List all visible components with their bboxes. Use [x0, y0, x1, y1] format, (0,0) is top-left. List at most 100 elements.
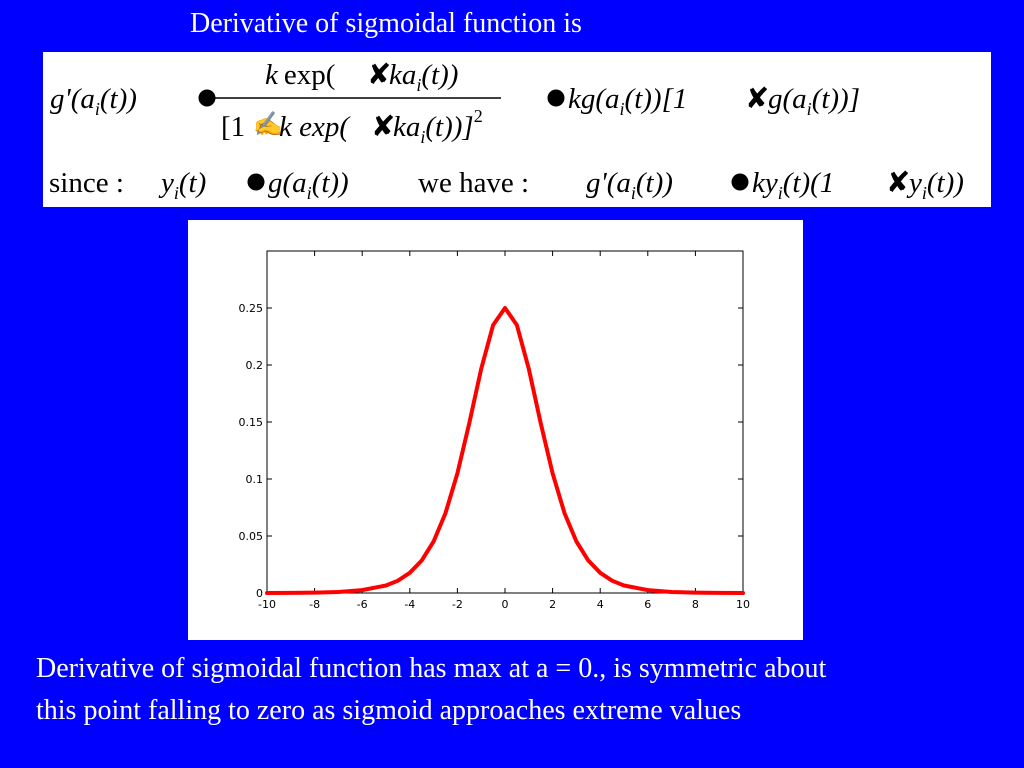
series-point — [563, 512, 566, 514]
x-tick-label: 2 — [549, 598, 556, 611]
rhs-sub-2: i — [807, 99, 812, 119]
y2-sub: i — [922, 183, 927, 203]
denominator-power: 2 — [474, 106, 483, 126]
ky-symbol: ky — [752, 167, 778, 199]
x-tick-label: -2 — [452, 598, 463, 611]
slide-title: Derivative of sigmoidal function is — [190, 8, 582, 39]
caption-line-2: this point falling to zero as sigmoid ap… — [36, 695, 742, 726]
minus-glyph-1: ✘ — [367, 59, 391, 91]
svg-text:g'(ai(t)): g'(ai(t)) — [50, 83, 137, 119]
series-point — [385, 584, 387, 587]
series-point — [504, 307, 506, 309]
y-tick-label: 0.15 — [239, 416, 264, 429]
series-point — [670, 591, 673, 593]
x-tick-label: -6 — [357, 598, 368, 611]
svg-text:g(ai(t))]: g(ai(t))] — [768, 83, 860, 119]
series-point — [492, 324, 494, 326]
rhs-end: (t))] — [812, 83, 860, 115]
chart-svg: -10 -8 -6 -4 -2 0 2 4 6 8 10 0 0.05 0.1 0.15 0.2 0.25 — [239, 250, 750, 611]
minus-glyph-2: ✘ — [371, 111, 395, 143]
x-tick-label: -4 — [404, 598, 415, 611]
svg-text:k exp(: k exp( — [279, 111, 351, 143]
minus-glyph-4: ✘ — [886, 167, 910, 199]
numerator-sub: i — [416, 75, 421, 95]
series-point — [647, 589, 649, 591]
series-point — [361, 589, 363, 591]
svg-text:kai(t)): kai(t)) — [389, 59, 458, 95]
formula-lhs: g'(a — [50, 83, 95, 115]
svg-text:g'(ai(t)): g'(ai(t)) — [586, 167, 673, 203]
series-point — [397, 579, 399, 582]
denominator-end: (t))] — [425, 111, 473, 143]
series-point — [528, 368, 530, 370]
svg-text:kai(t))]2: kai(t))]2 — [393, 106, 483, 147]
y-tick-label: 0.25 — [239, 302, 264, 315]
x-tick-label: 10 — [736, 598, 750, 611]
we-have-label: we have : — [418, 167, 529, 199]
rhs-g: g(a — [768, 83, 807, 115]
g-symbol: g(a — [268, 167, 307, 199]
x-tick-label: 6 — [644, 598, 651, 611]
series-point — [456, 472, 459, 475]
ky-sub: i — [778, 183, 783, 203]
y-symbol: y — [158, 167, 174, 199]
since-label: since : — [49, 167, 124, 199]
formula-svg: g'(ai(t)) k exp( ✘ kai(t)) [1 ✍ k exp( ✘ … — [49, 59, 964, 203]
series-point — [611, 579, 613, 582]
svg-text:kyi(t)(1: kyi(t)(1 — [752, 167, 834, 203]
x-tick-label: 4 — [597, 598, 604, 611]
svg-text:yi(t): yi(t) — [158, 167, 206, 203]
series-point — [551, 472, 554, 475]
svg-text:yi(t)): yi(t)) — [906, 167, 964, 203]
formula-box: g'(ai(t)) k exp( ✘ kai(t)) [1 ✍ k exp( ✘ … — [43, 52, 991, 207]
svg-text:kg(ai(t))[1: kg(ai(t))[1 — [568, 83, 687, 119]
series-point — [313, 591, 316, 594]
series-point — [409, 572, 411, 574]
rhs-kg: kg(a — [568, 83, 620, 115]
svg-text:g(ai(t)): g(ai(t)) — [268, 167, 349, 203]
series-point — [742, 592, 744, 594]
plus-glyph: ✍ — [253, 111, 283, 138]
formula-line-2: since : yi(t) g(ai(t)) we have : g'(ai(t… — [49, 167, 964, 203]
numerator-k: k — [265, 59, 279, 91]
y-tick-label: 0.05 — [239, 530, 264, 543]
equals-bullet-4 — [731, 173, 749, 191]
caption-line-1: Derivative of sigmoidal function has max… — [36, 653, 827, 684]
numerator-exp: exp( — [284, 59, 336, 91]
x-tick-label: -10 — [258, 598, 276, 611]
slide-caption: Derivative of sigmoidal function has max… — [36, 648, 1011, 732]
series-point — [337, 591, 340, 593]
series-point — [694, 591, 697, 594]
series-point — [623, 584, 625, 587]
gp-sub: i — [631, 183, 636, 203]
x-tick-label: -8 — [309, 598, 320, 611]
chart-panel: -10 -8 -6 -4 -2 0 2 4 6 8 10 0 0.05 0.1 0.15 0.2 0.25 — [188, 220, 803, 640]
series-point — [516, 324, 518, 326]
gp-symbol: g'(a — [586, 167, 631, 199]
denominator-sub: i — [420, 127, 425, 147]
formula-line-1: g'(ai(t)) k exp( ✘ kai(t)) [1 ✍ k exp( ✘ … — [50, 59, 860, 147]
ky-mid: (t)(1 — [783, 167, 835, 199]
numerator-end: (t)) — [421, 59, 458, 91]
formula-lhs-end: (t)) — [100, 83, 137, 115]
denominator-mid: k exp( — [279, 111, 351, 143]
denominator-start: [1 — [221, 111, 245, 143]
g-end: (t)) — [312, 167, 349, 199]
equals-bullet-2 — [547, 89, 565, 107]
numerator-arg: ka — [389, 59, 416, 91]
minus-glyph-3: ✘ — [745, 83, 769, 115]
series-point — [539, 422, 542, 424]
y-sub: i — [174, 183, 179, 203]
equals-bullet-3 — [247, 173, 265, 191]
y-tick-label: 0 — [256, 587, 263, 600]
y-tick-label: 0.2 — [246, 359, 264, 372]
equals-bullet-1 — [198, 89, 216, 107]
formula-lhs-sub: i — [95, 99, 100, 119]
series-point — [266, 592, 268, 594]
y-end: (t) — [179, 167, 206, 199]
x-tick-label: 0 — [502, 598, 509, 611]
rhs-mid: (t))[1 — [625, 83, 688, 115]
y-tick-label: 0.1 — [246, 473, 264, 486]
series-point — [599, 572, 601, 574]
